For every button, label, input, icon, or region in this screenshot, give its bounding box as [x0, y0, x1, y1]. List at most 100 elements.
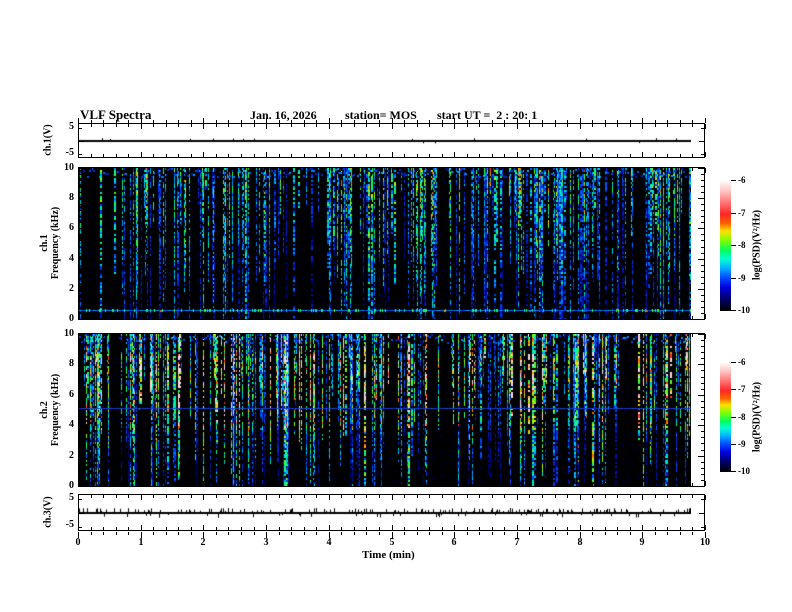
tick-mark: [592, 495, 593, 498]
tick-mark: [529, 527, 530, 530]
tick-mark: [79, 425, 85, 426]
tick-mark: [731, 471, 736, 472]
x-tick-label: 2: [200, 537, 206, 548]
tick-mark: [699, 141, 704, 142]
tick-mark: [442, 154, 443, 157]
x-tick-label: 7: [514, 537, 520, 548]
tick-mark: [266, 314, 267, 319]
tick-mark: [254, 532, 255, 535]
tick-mark: [191, 334, 192, 337]
tick-mark: [79, 499, 82, 500]
tick-mark: [166, 532, 167, 535]
tick-mark: [153, 495, 154, 498]
tick-mark: [228, 495, 229, 498]
tick-mark: [291, 124, 292, 127]
tick-mark: [479, 495, 480, 498]
tick-mark: [379, 168, 380, 171]
tick-mark: [701, 407, 704, 408]
tick-mark: [341, 154, 342, 157]
tick-mark: [667, 316, 668, 319]
tick-mark: [191, 483, 192, 486]
tick-mark: [698, 334, 704, 335]
tick-mark: [379, 483, 380, 486]
tick-mark: [116, 124, 117, 127]
tick-mark: [392, 314, 393, 319]
tick-mark: [701, 253, 704, 254]
tick-mark: [642, 525, 643, 530]
tick-mark: [705, 152, 706, 157]
tick-mark: [178, 495, 179, 498]
tick-mark: [228, 316, 229, 319]
tick-mark: [417, 527, 418, 530]
tick-mark: [216, 527, 217, 530]
tick-mark: [304, 154, 305, 157]
tick-mark: [266, 525, 267, 530]
colorbar-tick-label: -10: [738, 305, 750, 315]
tick-mark: [79, 334, 85, 335]
tick-mark: [79, 358, 82, 359]
tick-mark: [542, 483, 543, 486]
tick-mark: [705, 334, 706, 339]
tick-mark: [404, 154, 405, 157]
tick-mark: [504, 495, 505, 498]
tick-mark: [580, 118, 581, 123]
tick-mark: [166, 334, 167, 337]
tick-mark: [79, 513, 84, 514]
tick-mark: [103, 154, 104, 157]
tick-mark: [103, 532, 104, 535]
y-tick-label: -5: [65, 147, 74, 158]
tick-mark: [78, 152, 79, 157]
ch3-voltage-trace-canvas: [79, 495, 691, 530]
tick-mark: [698, 198, 704, 199]
tick-mark: [279, 120, 280, 123]
tick-mark: [316, 168, 317, 171]
tick-mark: [655, 334, 656, 337]
tick-mark: [341, 316, 342, 319]
tick-mark: [241, 532, 242, 535]
tick-mark: [116, 483, 117, 486]
tick-mark: [153, 168, 154, 171]
tick-mark: [254, 316, 255, 319]
tick-mark: [379, 532, 380, 535]
tick-mark: [592, 527, 593, 530]
tick-mark: [79, 319, 85, 320]
tick-mark: [442, 527, 443, 530]
tick-mark: [404, 483, 405, 486]
tick-mark: [667, 154, 668, 157]
tick-mark: [266, 532, 267, 538]
tick-mark: [316, 316, 317, 319]
tick-mark: [479, 483, 480, 486]
tick-mark: [216, 154, 217, 157]
tick-mark: [529, 124, 530, 127]
tick-mark: [79, 431, 82, 432]
tick-mark: [266, 495, 267, 500]
tick-mark: [141, 525, 142, 530]
tick-mark: [701, 301, 704, 302]
tick-mark: [79, 174, 82, 175]
y-tick-label: 5: [69, 492, 74, 503]
tick-mark: [701, 247, 704, 248]
tick-mark: [153, 527, 154, 530]
tick-mark: [580, 525, 581, 530]
tick-mark: [517, 532, 518, 538]
tick-mark: [692, 168, 693, 171]
x-tick-label: 9: [639, 537, 645, 548]
tick-mark: [166, 527, 167, 530]
tick-mark: [78, 495, 79, 500]
tick-mark: [178, 120, 179, 123]
tick-mark: [178, 334, 179, 337]
tick-mark: [555, 334, 556, 337]
tick-mark: [266, 481, 267, 486]
tick-mark: [680, 527, 681, 530]
y-tick-label: 2: [69, 450, 74, 461]
tick-mark: [79, 456, 85, 457]
tick-mark: [366, 495, 367, 498]
tick-mark: [128, 124, 129, 127]
y-tick-label: 0: [69, 313, 74, 324]
tick-mark: [698, 319, 704, 320]
tick-mark: [429, 316, 430, 319]
tick-mark: [680, 316, 681, 319]
tick-mark: [667, 495, 668, 498]
tick-mark: [630, 316, 631, 319]
tick-mark: [79, 240, 82, 241]
